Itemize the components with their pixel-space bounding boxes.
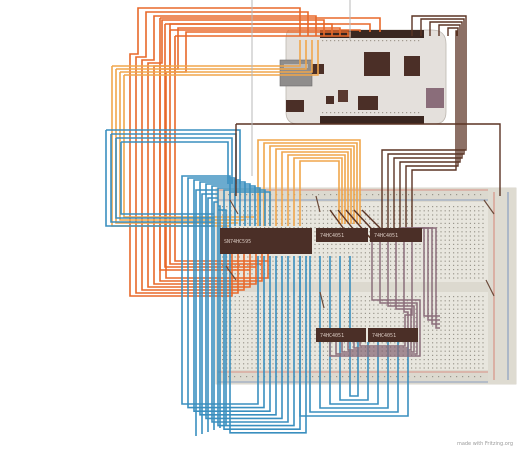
orange-wire — [169, 29, 361, 265]
blue-wire — [205, 183, 283, 420]
brown-wire — [387, 18, 465, 228]
blue-wire — [217, 187, 295, 427]
orange-wire — [135, 11, 309, 294]
light-orange-wire — [275, 148, 352, 226]
blue-wire — [309, 256, 399, 413]
light-orange-wire — [269, 145, 355, 226]
orange-wire — [141, 15, 317, 291]
blue-wire — [218, 205, 221, 428]
orange-wire — [147, 19, 325, 288]
blue-wire — [201, 193, 218, 434]
light-orange-wire — [119, 40, 313, 221]
mauve-wire — [418, 227, 440, 329]
blue-wire — [213, 201, 218, 430]
light-orange-wire — [299, 160, 340, 226]
ic-main: SN74HC595 — [220, 228, 312, 254]
light-orange-wire-bundle — [111, 40, 361, 227]
light-orange-wire — [257, 139, 361, 226]
resistor-group — [225, 195, 495, 309]
blue-wire — [115, 137, 233, 219]
blue-wire — [349, 256, 359, 397]
ic-5-label: 74HC4051 — [372, 333, 396, 339]
ic-2: 74HC4051 — [316, 228, 368, 242]
ic-2-label: 74HC4051 — [320, 233, 344, 239]
ic-3: 74HC4051 — [370, 228, 422, 242]
blue-wire — [120, 141, 229, 215]
brown-wire — [393, 21, 463, 228]
light-orange-wire — [293, 157, 343, 226]
grey-wire — [251, 0, 351, 176]
fritzing-credit: made with Fritzing.org — [456, 441, 513, 447]
brown-wire — [411, 30, 458, 228]
ic-4: 74HC4051 — [316, 328, 366, 342]
ic-4-label: 74HC4051 — [320, 333, 344, 339]
microcontroller-board — [279, 29, 447, 125]
blue-wire — [218, 209, 227, 426]
light-orange-wire — [281, 151, 349, 226]
light-orange-wire — [123, 40, 319, 218]
ic-5: 74HC4051 — [368, 328, 418, 342]
blue-wire — [195, 189, 218, 436]
brown-wire — [405, 27, 459, 228]
mauve-wire — [329, 242, 421, 357]
ic-3-label: 74HC4051 — [374, 233, 398, 239]
orange-wire — [129, 7, 301, 297]
light-orange-wire — [263, 142, 358, 226]
blue-wire — [229, 191, 307, 434]
brown-wire — [235, 123, 501, 196]
light-orange-wire — [287, 154, 346, 226]
brown-wire — [381, 15, 467, 228]
ic-main-label: SN74HC595 — [224, 239, 251, 245]
brown-wire — [399, 24, 461, 228]
blue-wire — [207, 197, 218, 432]
light-orange-wire — [115, 40, 307, 224]
blue-wire — [105, 129, 241, 227]
blue-wire — [299, 256, 409, 417]
